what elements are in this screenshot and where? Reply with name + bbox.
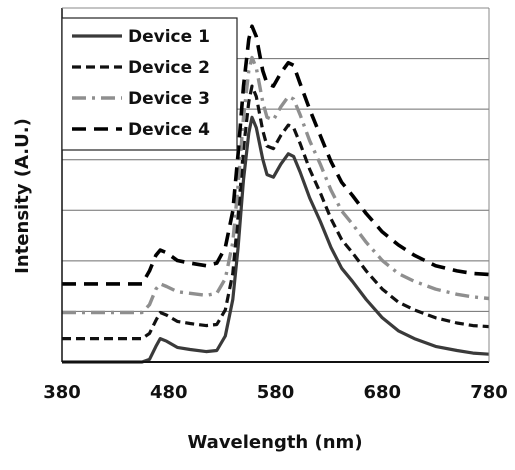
series-line-device-2 — [62, 84, 490, 341]
x-tick-label: 380 — [43, 382, 81, 403]
x-axis-title: Wavelength (nm) — [187, 432, 362, 453]
legend-label-device-4: Device 4 — [128, 120, 210, 140]
legend-label-device-1: Device 1 — [128, 27, 210, 47]
series-line-device-4 — [62, 24, 490, 286]
x-tick-label: 580 — [257, 382, 295, 403]
x-tick-label: 680 — [363, 382, 401, 403]
legend-label-device-2: Device 2 — [128, 58, 210, 78]
series-line-device-3 — [62, 55, 490, 315]
plot-series-group — [62, 24, 490, 364]
y-axis-title: Intensity (A.U.) — [12, 118, 33, 274]
x-tick-label: 480 — [150, 382, 188, 403]
x-tick-labels: 380 480 580 680 780 — [43, 382, 508, 403]
series-line-device-1 — [62, 115, 490, 364]
legend-box — [61, 17, 238, 151]
x-tick-label: 780 — [470, 382, 508, 403]
legend: Device 1 Device 2 Device 3 Device 4 — [61, 17, 238, 151]
legend-label-device-3: Device 3 — [128, 89, 210, 109]
